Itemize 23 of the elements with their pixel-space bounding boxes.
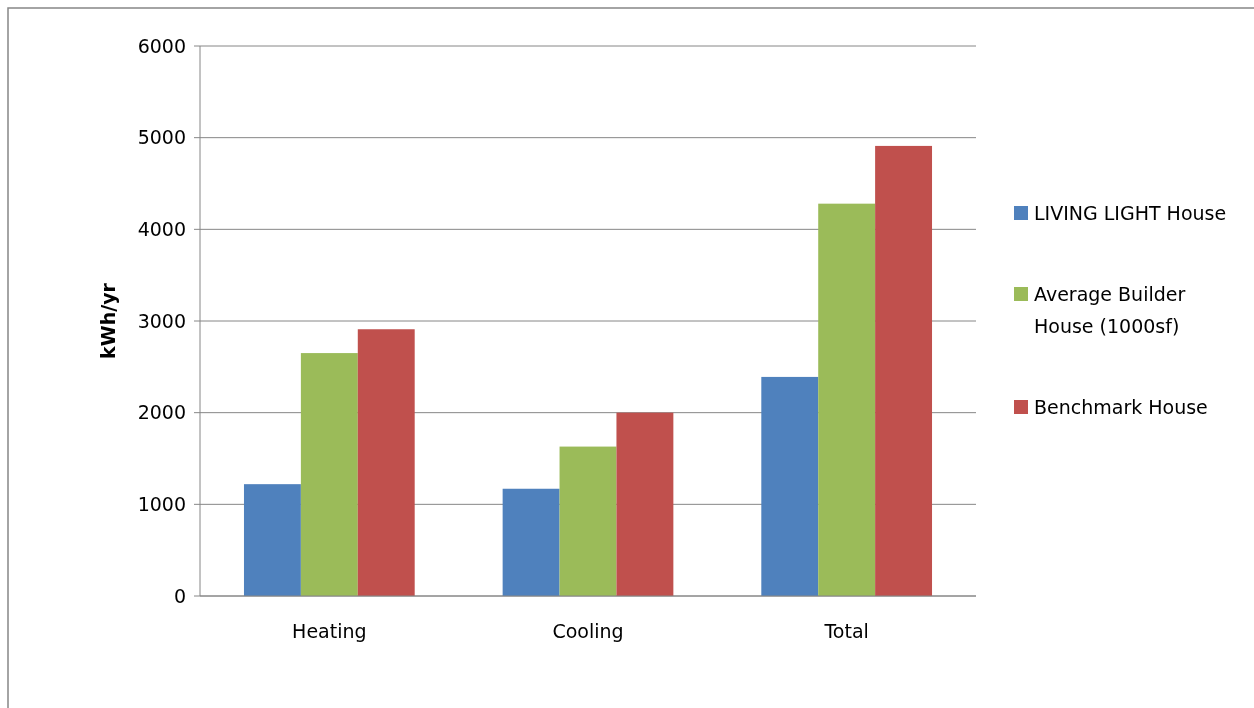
x-tick-label: Cooling	[552, 620, 624, 642]
bar	[243, 484, 301, 596]
legend-label: Average Builder House (1000sf)	[1034, 282, 1186, 337]
bar	[300, 353, 358, 596]
y-tick-label: 0	[173, 584, 186, 607]
bar	[502, 488, 560, 596]
bar	[357, 329, 415, 596]
bar	[616, 412, 674, 596]
y-tick-label: 4000	[137, 217, 186, 240]
y-axis-title: kWh/yr	[97, 282, 119, 359]
bar	[875, 145, 933, 596]
y-tick-label: 2000	[137, 401, 186, 424]
legend-label: LIVING LIGHT House	[1034, 201, 1227, 224]
bar	[818, 203, 876, 596]
legend-label: Benchmark House	[1034, 395, 1208, 418]
y-tick-label: 3000	[137, 309, 186, 332]
x-tick-label: Heating	[292, 620, 367, 642]
bar	[559, 446, 617, 596]
x-tick-label: Total	[823, 620, 869, 642]
y-tick-label: 6000	[137, 34, 186, 57]
bar	[761, 376, 819, 596]
y-tick-label: 5000	[137, 126, 186, 149]
y-tick-label: 1000	[137, 492, 186, 515]
